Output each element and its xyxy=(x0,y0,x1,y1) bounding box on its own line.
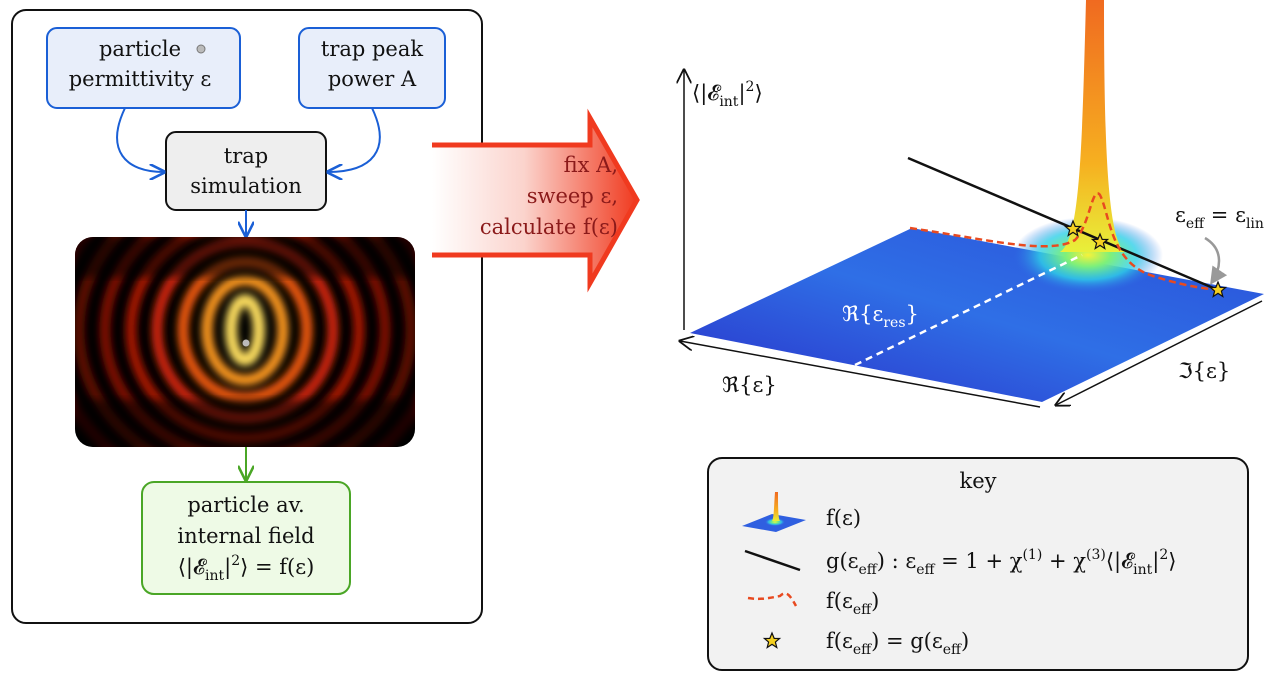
text-run: ℜ{ε} xyxy=(722,373,777,397)
text-run: ⟩ = f(ε) xyxy=(240,555,314,579)
text-run: permittivity ε xyxy=(69,67,212,91)
text-run: ) xyxy=(871,589,879,613)
text-run: eff xyxy=(1186,216,1205,232)
text-run: 2 xyxy=(746,79,755,95)
node-label: internal field xyxy=(177,524,314,548)
text-run: particle av. xyxy=(187,493,304,517)
text-run: | xyxy=(738,81,745,106)
node-label: particle av. xyxy=(187,493,304,517)
text-run: ℜ{ε xyxy=(842,302,883,326)
text-run: calculate f(ε) xyxy=(480,215,618,239)
node-label: simulation xyxy=(190,174,302,198)
text-run: = 1 + χ xyxy=(934,549,1022,573)
text-run: int xyxy=(205,568,224,584)
text-run: = ε xyxy=(1204,203,1246,227)
text-run: particle xyxy=(99,37,181,61)
text-run: res xyxy=(883,315,905,331)
key-entry: f(ε) xyxy=(826,506,861,530)
text-run: (1) xyxy=(1022,547,1042,563)
text-run: ) xyxy=(961,629,969,653)
text-run: ⟩ xyxy=(754,81,762,105)
text-run: power A xyxy=(328,67,417,91)
node-label: trap peak xyxy=(321,37,424,61)
text-run: simulation xyxy=(190,174,302,198)
text-run: (3) xyxy=(1086,547,1106,563)
text-run: ⟨|𝓔 xyxy=(178,555,207,580)
text-run: g(ε xyxy=(826,549,859,573)
text-run: | xyxy=(1152,549,1159,574)
text-run: ) : ε xyxy=(877,549,917,573)
text-run: | xyxy=(224,555,231,580)
text-run: int xyxy=(719,94,738,110)
text-run: + χ xyxy=(1042,549,1086,573)
text-run: ⟩ xyxy=(1168,549,1176,573)
text-run: trap xyxy=(224,144,268,168)
surface-spike xyxy=(1060,0,1125,252)
text-run: trap peak xyxy=(321,37,424,61)
text-run: ⟨|𝓔 xyxy=(1106,549,1135,574)
text-run: internal field xyxy=(177,524,314,548)
axis-label: ℜ{ε} xyxy=(722,373,777,397)
key-title: key xyxy=(959,469,996,493)
axis-label: ⟨|𝓔int|2⟩ xyxy=(692,79,763,110)
text-run: eff xyxy=(853,642,872,658)
text-run: sweep ε, xyxy=(527,184,618,208)
axis-label: ℑ{ε} xyxy=(1178,359,1230,383)
annotation: εeff = εlin xyxy=(1175,203,1264,232)
figure: particle permittivity ε trap peak power A tr… xyxy=(0,0,1286,675)
text-run: eff xyxy=(859,562,878,578)
text-run: } xyxy=(906,302,919,326)
text-run: fix A, xyxy=(564,153,618,177)
text-run: ) = g(ε xyxy=(871,629,943,653)
node-label: particle xyxy=(99,37,181,61)
node-label: permittivity ε xyxy=(69,67,212,91)
text-run: int xyxy=(1133,562,1152,578)
text-run: eff xyxy=(916,562,935,578)
text-run: f(ε xyxy=(826,589,853,613)
arrow-label: fix A, xyxy=(564,153,618,177)
text-run: 2 xyxy=(231,553,240,569)
text-run: ℑ{ε} xyxy=(1178,359,1230,383)
arrow-label: sweep ε, xyxy=(527,184,618,208)
node-label: power A xyxy=(328,67,417,91)
particle-icon xyxy=(197,45,205,53)
text-run: ε xyxy=(1175,203,1186,227)
text-run: f(ε xyxy=(826,629,853,653)
text-run: ⟨|𝓔 xyxy=(692,81,721,106)
text-run: 2 xyxy=(1159,547,1168,563)
pointer-arrow xyxy=(1205,238,1219,282)
text-run: eff xyxy=(853,602,872,618)
text-run: f(ε) xyxy=(826,506,861,530)
arrow-label: calculate f(ε) xyxy=(480,215,618,239)
node-label: trap xyxy=(224,144,268,168)
text-run: lin xyxy=(1246,216,1264,232)
text-run: eff xyxy=(943,642,962,658)
